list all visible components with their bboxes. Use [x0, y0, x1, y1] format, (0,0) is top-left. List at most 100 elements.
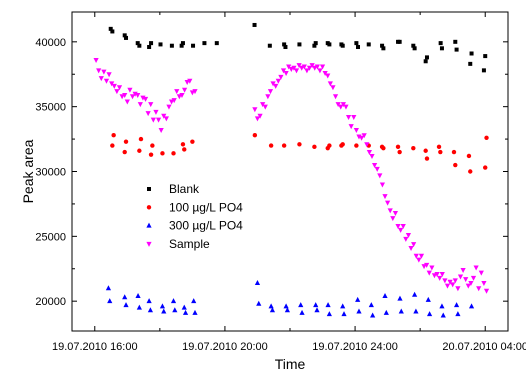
data-point — [181, 304, 187, 310]
data-point — [354, 143, 359, 148]
data-point — [124, 35, 129, 40]
data-point — [147, 45, 152, 50]
data-point — [171, 98, 177, 104]
data-point — [452, 278, 458, 284]
data-point — [190, 139, 195, 144]
data-point — [129, 94, 136, 100]
data-point — [381, 145, 386, 151]
legend-marker — [146, 222, 152, 228]
data-point — [313, 302, 319, 308]
data-point — [453, 302, 460, 308]
y-tick-label: 20000 — [35, 296, 66, 308]
data-point — [447, 279, 453, 285]
data-point — [468, 169, 473, 174]
legend-label: Blank — [169, 182, 200, 196]
data-point — [182, 309, 189, 315]
data-point — [312, 65, 318, 71]
data-point — [135, 292, 141, 298]
data-point — [439, 303, 445, 309]
data-point — [260, 102, 266, 108]
data-point — [478, 270, 484, 276]
data-point — [148, 152, 154, 157]
data-point — [353, 128, 359, 134]
data-point — [299, 65, 305, 71]
series-1 — [110, 132, 489, 174]
data-point — [150, 143, 155, 148]
x-tick-label: 19.07.2010 24:00 — [312, 341, 398, 353]
data-point — [325, 302, 331, 308]
data-point — [466, 153, 472, 159]
data-point — [379, 182, 386, 188]
data-point — [314, 307, 320, 313]
data-point — [122, 294, 128, 300]
data-point — [296, 63, 302, 69]
data-point — [116, 85, 123, 91]
data-point — [299, 309, 305, 315]
data-point — [153, 109, 159, 115]
data-point — [273, 83, 279, 89]
data-point — [304, 68, 310, 74]
data-point — [171, 151, 176, 156]
data-point — [181, 87, 188, 93]
data-point — [343, 104, 349, 110]
data-point — [312, 144, 317, 150]
data-point — [179, 43, 184, 48]
data-point — [322, 70, 328, 76]
data-point — [438, 41, 443, 46]
data-point — [444, 283, 451, 289]
y-tick-label: 25000 — [35, 231, 66, 243]
data-point — [476, 286, 482, 292]
data-point — [330, 85, 336, 91]
data-point — [468, 281, 474, 287]
legend-marker — [147, 187, 151, 191]
data-point — [481, 281, 487, 287]
data-point — [413, 308, 419, 314]
data-point — [257, 113, 263, 119]
data-point — [424, 55, 429, 60]
data-point — [282, 42, 287, 47]
data-point — [317, 68, 323, 74]
x-axis: 19.07.2010 16:00 19.07.2010 20:00 19.07.20… — [52, 12, 526, 353]
data-point — [161, 308, 167, 314]
data-point — [270, 81, 276, 87]
data-point — [110, 143, 115, 148]
data-point — [265, 94, 271, 100]
data-point — [192, 89, 198, 95]
data-point — [124, 99, 130, 105]
data-point — [256, 300, 262, 306]
data-point — [172, 307, 178, 313]
x-tick-label: 19.07.2010 16:00 — [52, 341, 138, 353]
data-point — [451, 149, 457, 155]
data-point — [338, 104, 344, 110]
data-point — [470, 275, 477, 281]
data-point — [463, 277, 469, 283]
data-point — [298, 302, 304, 308]
data-point — [101, 69, 107, 75]
data-point — [403, 236, 409, 242]
data-point — [170, 298, 177, 304]
data-point — [327, 42, 332, 47]
data-point — [325, 73, 331, 79]
data-point — [426, 311, 433, 317]
data-point — [312, 43, 317, 48]
data-point — [283, 303, 289, 309]
data-point — [412, 291, 418, 297]
data-point — [395, 223, 401, 229]
data-point — [356, 134, 362, 140]
data-point — [268, 303, 274, 309]
legend-label: Sample — [169, 237, 210, 251]
legend-label: 100 µg/L PO4 — [169, 200, 243, 214]
data-point — [436, 144, 442, 150]
data-point — [122, 33, 127, 38]
data-point — [364, 142, 370, 148]
y-tick-label: 35000 — [35, 102, 66, 114]
data-point — [327, 143, 332, 148]
data-point — [397, 149, 402, 155]
data-point — [483, 54, 488, 59]
data-point — [191, 43, 196, 48]
data-point — [161, 113, 167, 119]
data-point — [135, 41, 140, 46]
data-point — [262, 104, 268, 110]
data-point — [137, 102, 143, 108]
data-point — [340, 142, 345, 147]
